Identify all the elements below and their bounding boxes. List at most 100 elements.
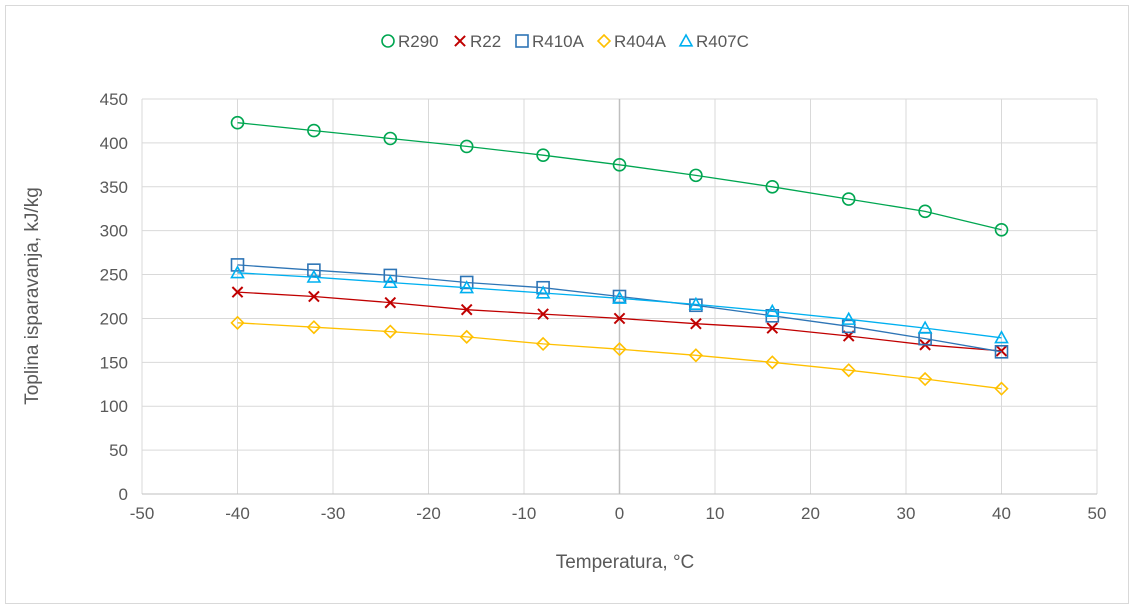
x-tick-label: 20 [801,504,820,523]
data-point-r410a [459,275,474,290]
x-tick-label: 40 [992,504,1011,523]
data-point-r290 [612,158,627,172]
legend-label-r404a: R404A [614,32,667,51]
x-tick-label: 0 [615,504,624,523]
data-point-r290 [689,168,703,183]
data-point-r22 [460,303,473,316]
data-point-r404a [383,324,398,339]
legend-marker-r290 [381,34,395,48]
x-axis-title: Temperatura, °C [556,552,695,573]
y-tick-label: 100 [100,397,128,416]
series-r22 [231,286,1008,357]
data-point-r410a [536,280,550,295]
x-tick-label: 30 [897,504,916,523]
y-tick-label: 200 [100,309,128,328]
y-tick-label: 350 [100,178,128,197]
x-tick-label: -20 [416,504,441,523]
y-tick-label: 450 [100,90,128,109]
x-tick-label: -10 [512,504,537,523]
legend-marker-r410a [515,34,529,48]
series-line-r410a [237,264,1002,353]
data-point-r290 [536,148,550,162]
data-point-r22 [308,290,320,303]
legend-label-r22: R22 [470,32,501,51]
series-line-r290 [237,122,1002,231]
x-tick-label: 10 [706,504,725,523]
legend-item-r290: R290 [381,32,439,51]
chart-frame [5,5,1129,604]
data-point-r290 [765,179,780,194]
x-tick-label: -30 [321,504,346,523]
data-point-r404a [230,315,245,330]
data-point-r407c [535,285,551,299]
data-point-r290 [841,192,856,206]
data-point-r290 [230,115,245,130]
data-point-r410a [383,268,398,283]
series-r407c [230,265,1009,344]
data-point-r404a [306,320,322,335]
data-point-r290 [307,123,321,138]
x-marker-stroke [537,308,549,320]
series-line-r404a [237,322,1002,390]
data-point-r22 [613,312,626,325]
data-point-r290 [994,222,1009,237]
y-tick-label: 150 [100,353,128,372]
data-point-r22 [537,308,549,320]
legend-label-r410a: R410A [532,32,585,51]
data-point-r410a [230,258,245,272]
x-tick-label: 50 [1088,504,1107,523]
data-point-r410a [841,319,856,334]
x-marker-stroke [766,322,779,334]
y-tick-label: 0 [119,485,128,504]
data-point-r407c [688,296,704,311]
legend-marker-r404a [596,33,612,49]
x-marker-stroke [460,303,473,316]
data-point-r22 [690,317,702,330]
data-point-r22 [995,345,1008,357]
data-point-r290 [383,131,398,146]
data-point-r407c [764,303,780,318]
legend: R290 R22 R410A R404A R407C [381,32,749,51]
data-point-r407c [306,269,322,283]
x-tick-label: -40 [225,504,250,523]
legend-item-r404a: R404A [596,32,667,51]
x-marker-stroke [231,286,244,298]
data-point-r407c [994,330,1009,344]
series-layer [230,115,1009,396]
x-marker-stroke [995,345,1008,357]
data-point-r404a [765,355,780,370]
data-point-r407c [917,320,933,334]
data-point-r404a [535,336,551,352]
legend-item-r410a: R410A [515,32,585,51]
legend-label-r290: R290 [398,32,439,51]
legend-marker-r22 [454,35,466,47]
series-r404a [230,315,1009,396]
x-marker-stroke [690,317,702,330]
data-point-r407c [382,274,398,289]
data-point-r404a [994,381,1009,396]
data-point-r22 [384,296,397,309]
y-tick-label: 300 [100,222,128,241]
data-point-r407c [459,280,475,294]
legend-marker-r407c [678,33,694,47]
y-tick-label: 250 [100,266,128,285]
x-marker-stroke [384,296,397,309]
y-tick-label: 50 [109,441,128,460]
data-point-r404a [459,329,474,345]
data-point-r407c [230,265,245,279]
y-tick-label: 400 [100,134,128,153]
x-tick-label: -50 [130,504,155,523]
legend-item-r407c: R407C [678,32,749,51]
data-point-r22 [766,322,779,334]
legend-item-r22: R22 [454,32,501,51]
data-point-r290 [459,139,474,154]
data-point-r404a [688,348,704,363]
x-marker-stroke [613,312,626,325]
data-point-r407c [612,290,627,304]
data-point-r404a [841,363,856,378]
data-point-r290 [918,204,932,219]
data-point-r410a [307,263,321,277]
data-point-r22 [231,286,244,298]
